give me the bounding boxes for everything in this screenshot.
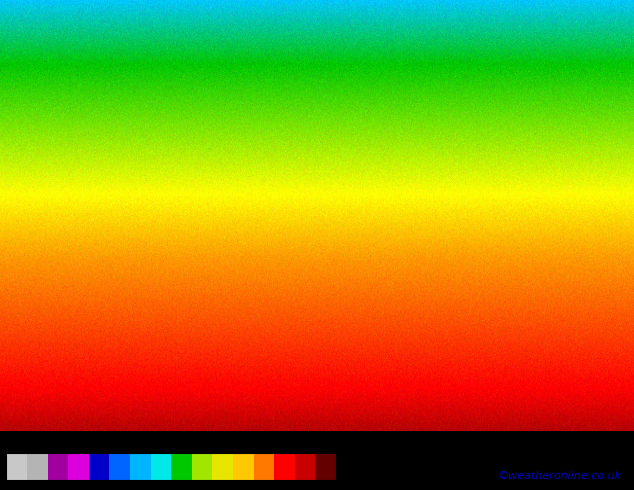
Text: Temperature (2m) [°C] ECMWF: Temperature (2m) [°C] ECMWF bbox=[13, 436, 205, 448]
Text: TU 28-05-2024 06:00 UTC (00+06): TU 28-05-2024 06:00 UTC (00+06) bbox=[399, 431, 593, 441]
Text: ©weatheronline.co.uk: ©weatheronline.co.uk bbox=[497, 471, 621, 481]
Text: Temperature (2m) [°C] ECMWF: Temperature (2m) [°C] ECMWF bbox=[6, 431, 175, 441]
Text: TU 28-05-2024 06:00 UTC (00+06): TU 28-05-2024 06:00 UTC (00+06) bbox=[393, 436, 614, 448]
